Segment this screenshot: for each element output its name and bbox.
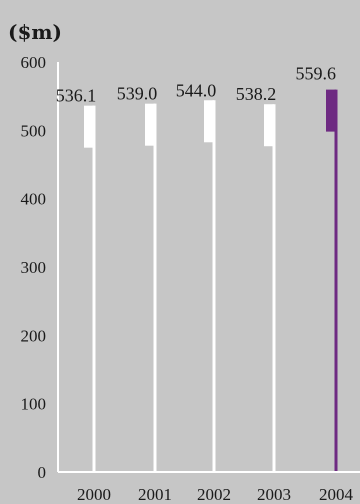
y-tick-label: 300 xyxy=(21,258,47,277)
y-axis-unit-label: ($m) xyxy=(8,20,62,44)
y-axis: 0 100 200 300 400 500 600 xyxy=(21,53,59,482)
x-tick-label: 2002 xyxy=(197,485,231,504)
bar xyxy=(204,100,214,143)
bar xyxy=(84,105,94,148)
y-tick-label: 600 xyxy=(21,53,47,72)
x-tick-label: 2001 xyxy=(138,485,172,504)
x-tick-label: 2000 xyxy=(77,485,111,504)
x-tick-label: 2003 xyxy=(257,485,291,504)
x-axis: 2000 2001 2002 2003 2004 xyxy=(58,471,360,504)
y-tick-label: 200 xyxy=(21,326,47,345)
data-label: 544.0 xyxy=(176,80,217,100)
y-tick-label: 0 xyxy=(38,463,47,482)
data-label: 536.1 xyxy=(56,86,97,106)
bar xyxy=(264,104,274,147)
bars-group: 536.1 539.0 544.0 538.2 559.6 xyxy=(56,64,338,472)
bar xyxy=(326,89,336,132)
bar xyxy=(145,103,155,146)
data-label: 538.2 xyxy=(236,84,277,104)
y-tick-label: 500 xyxy=(21,121,47,140)
y-tick-label: 400 xyxy=(21,190,47,209)
y-tick-label: 100 xyxy=(21,395,47,414)
data-label: 559.6 xyxy=(296,64,337,84)
x-tick-label: 2004 xyxy=(319,485,354,504)
data-label: 539.0 xyxy=(117,84,158,104)
